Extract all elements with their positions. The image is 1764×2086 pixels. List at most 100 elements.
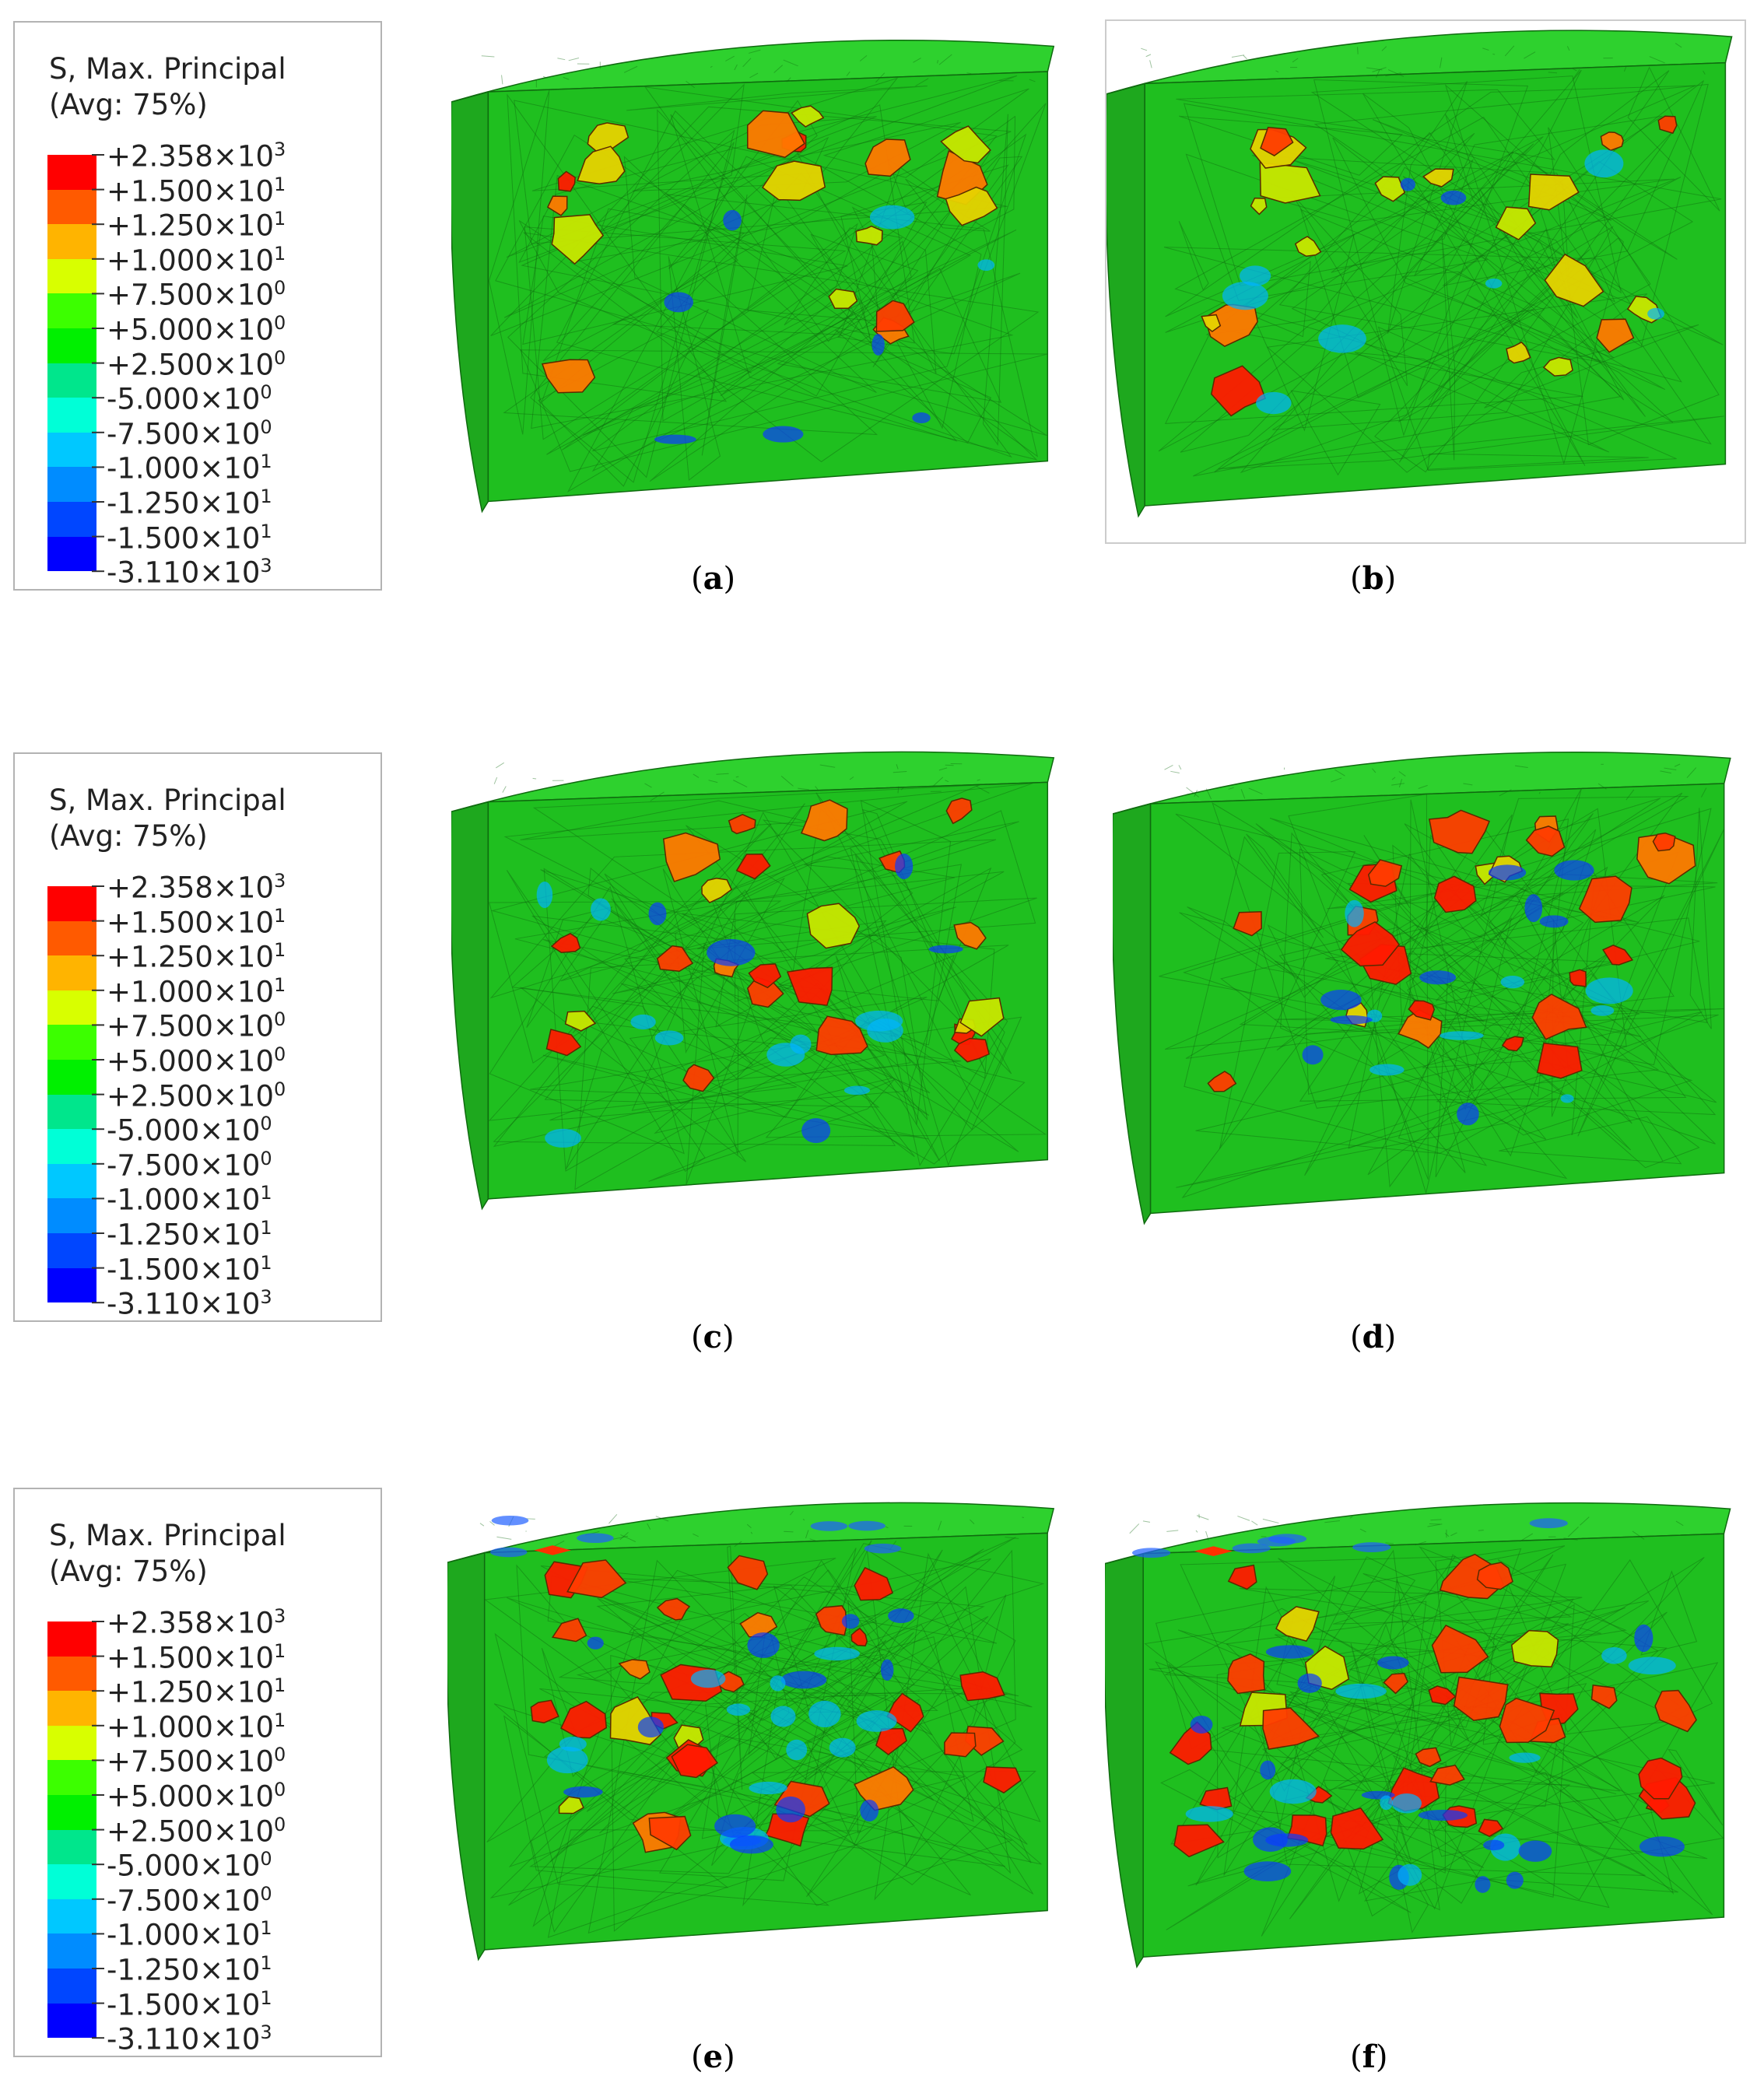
legend-level-exponent: 1 <box>274 1709 286 1731</box>
legend-level-mantissa: +7.500×10 <box>107 1009 275 1043</box>
mesh-element <box>1668 1748 1724 1826</box>
legend-title: S, Max. Principal <box>49 1519 286 1552</box>
caption-d: (d) <box>1350 1319 1397 1355</box>
legend-level-label: -1.500×101 <box>107 1989 272 2019</box>
mesh-top-edge <box>1519 1533 1534 1542</box>
mesh-top-edge <box>1178 765 1182 770</box>
legend-level-label: -7.500×100 <box>107 1149 272 1180</box>
mesh-top-edge <box>708 780 718 784</box>
compression-zone <box>1524 894 1543 923</box>
legend-title: S, Max. Principal <box>49 784 286 817</box>
legend-level-label: +2.500×100 <box>107 349 286 379</box>
legend-band <box>47 920 96 956</box>
mesh-element <box>1374 131 1674 473</box>
mesh-top-edge <box>1228 787 1234 790</box>
mesh-top-lines <box>481 49 1036 89</box>
mesh-top-edge <box>1674 763 1681 767</box>
stress-aggregate <box>1374 176 1406 202</box>
mesh-top-edge <box>1359 1528 1366 1533</box>
mesh-top-edge <box>734 1541 742 1547</box>
stress-aggregate <box>748 963 782 989</box>
legend-level-label: -1.000×101 <box>107 1183 272 1214</box>
mesh-element <box>1402 271 1666 391</box>
legend-level-mantissa: -1.000×10 <box>107 451 261 486</box>
legend-level-exponent: 1 <box>274 904 286 927</box>
compression-zone <box>690 1669 726 1688</box>
legend-level-label: +5.000×100 <box>107 1780 286 1811</box>
mesh-top-edge <box>644 783 652 788</box>
compression-zone <box>1506 1871 1524 1889</box>
mesh-top-edge <box>1237 1516 1250 1521</box>
legend-level-mantissa: +1.000×10 <box>107 1710 275 1744</box>
mesh-top-edge <box>1482 47 1489 51</box>
mesh-element <box>815 792 1007 1110</box>
legend-band <box>47 1267 96 1303</box>
mesh-element <box>530 1748 684 1933</box>
compression-zone <box>1518 1840 1552 1862</box>
top-compression-zone <box>1257 1536 1296 1547</box>
mesh-top-edge <box>750 1531 753 1534</box>
legend-level-exponent: 3 <box>274 138 286 160</box>
stress-aggregate <box>959 1671 1005 1702</box>
mesh-element <box>503 783 1033 917</box>
mesh-element <box>569 202 928 397</box>
compression-zone <box>1256 391 1292 415</box>
mesh-element <box>1288 158 1576 268</box>
stress-aggregate <box>764 1813 810 1847</box>
mesh-top-edge <box>1186 787 1199 798</box>
legend-level-exponent: 0 <box>260 1882 272 1905</box>
legend-level-label: +2.358×103 <box>107 1607 286 1637</box>
legend-level-mantissa: -7.500×10 <box>107 417 261 451</box>
mesh-element <box>1409 799 1475 1089</box>
compression-zone <box>1320 990 1362 1011</box>
compression-zone <box>630 1014 656 1030</box>
stress-aggregate <box>1294 236 1322 258</box>
legend-level-label: +1.250×101 <box>107 941 286 971</box>
mesh-element <box>748 1618 790 1755</box>
stress-aggregate <box>746 976 784 1008</box>
mesh-element <box>1182 888 1716 1145</box>
stress-aggregate <box>1542 356 1573 377</box>
compression-zone <box>1509 1752 1541 1763</box>
compression-zone <box>1318 324 1366 353</box>
mesh-top-edge <box>693 773 700 778</box>
mesh-element <box>1155 1545 1566 1750</box>
mesh-top-edge <box>1478 1530 1484 1531</box>
stress-aggregate <box>1433 875 1477 913</box>
mesh-top-edge <box>1372 67 1387 72</box>
mesh-top-edge <box>612 1535 629 1540</box>
mesh-top-edge <box>1376 69 1380 78</box>
mesh-top-edge <box>815 786 819 791</box>
mesh-element <box>531 77 899 191</box>
mesh-element <box>592 133 1027 452</box>
legend-band <box>47 363 96 398</box>
legend-level-mantissa: -3.110×10 <box>107 1287 261 1321</box>
compression-zone <box>1239 265 1271 286</box>
legend-band <box>47 1621 96 1657</box>
compression-zone <box>977 259 995 272</box>
stress-aggregate <box>806 903 861 949</box>
mesh-top-edge <box>1548 72 1558 74</box>
legend-level-mantissa: -7.500×10 <box>107 1884 261 1918</box>
stress-aggregate <box>545 1029 582 1057</box>
mesh-element <box>542 1054 929 1140</box>
mesh-top-edge <box>1623 66 1627 72</box>
mesh-element <box>777 268 1002 403</box>
mesh-element <box>1640 1570 1698 1656</box>
legend-level-exponent: 3 <box>260 555 272 577</box>
mesh-top-lines <box>1164 763 1707 801</box>
compression-zone <box>1500 975 1525 989</box>
mesh-top-surface <box>451 40 1055 103</box>
mesh-top-edge <box>1334 769 1345 777</box>
mesh-element <box>1236 261 1311 338</box>
mesh-element <box>1402 176 1625 401</box>
legend-level-mantissa: -1.000×10 <box>107 1918 261 1952</box>
legend-level-exponent: 3 <box>260 1286 272 1309</box>
compression-zone <box>1185 1806 1233 1822</box>
legend-band <box>47 155 96 190</box>
stress-aggregate <box>1429 1764 1465 1786</box>
mesh-top-edge <box>1275 70 1279 73</box>
compression-zone <box>587 1636 604 1650</box>
compression-zone <box>1345 899 1364 927</box>
mesh-element <box>1195 1011 1703 1155</box>
